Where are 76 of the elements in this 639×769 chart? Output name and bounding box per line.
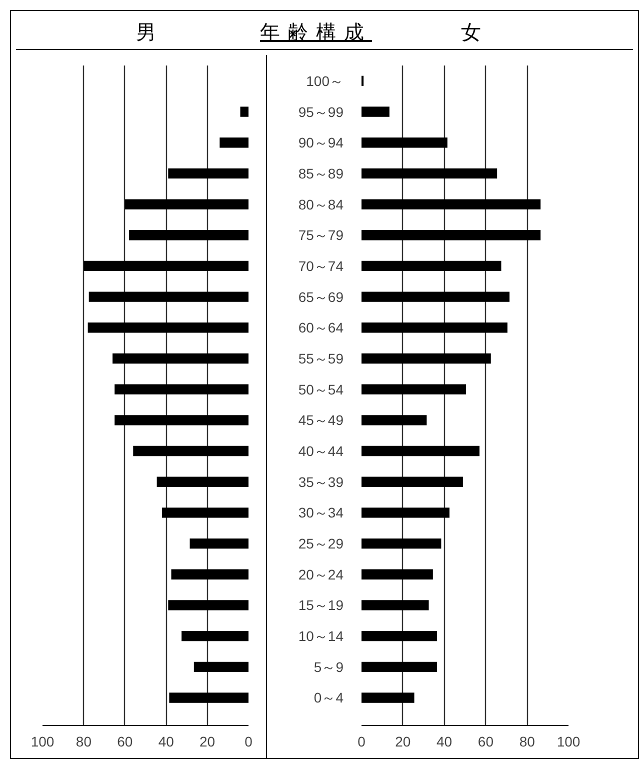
bar bbox=[362, 508, 450, 518]
bar bbox=[129, 230, 248, 240]
y-tick-label: 30～34 bbox=[298, 504, 344, 521]
y-tick-label: 90～94 bbox=[298, 134, 344, 151]
bar bbox=[362, 600, 429, 610]
bar bbox=[362, 199, 541, 210]
bar bbox=[112, 353, 248, 364]
bar bbox=[114, 384, 248, 394]
y-tick-label: 45～49 bbox=[298, 412, 344, 428]
y-tick-label: 65～69 bbox=[298, 288, 344, 305]
bar bbox=[362, 662, 438, 672]
bar bbox=[156, 476, 248, 487]
bar bbox=[88, 322, 248, 333]
y-tick-label: 25～29 bbox=[298, 536, 344, 552]
x-tick-label: 100 bbox=[30, 734, 54, 750]
bar bbox=[362, 168, 498, 179]
y-tick-label: 35～39 bbox=[298, 474, 344, 490]
bar bbox=[362, 538, 442, 549]
bar bbox=[362, 415, 427, 426]
bar bbox=[162, 508, 248, 518]
chart-title: 女 bbox=[461, 20, 481, 46]
y-tick-label: 55～59 bbox=[298, 350, 344, 366]
y-tick-label: 10～14 bbox=[298, 628, 344, 644]
x-tick-label: 20 bbox=[395, 734, 411, 750]
bar bbox=[114, 415, 248, 426]
bar bbox=[240, 106, 248, 117]
y-tick-label: 95～99 bbox=[298, 104, 344, 120]
bar bbox=[220, 138, 248, 148]
y-tick-label: 80～84 bbox=[298, 196, 344, 212]
y-tick-label: 50～54 bbox=[298, 381, 344, 398]
bar bbox=[362, 292, 510, 302]
y-tick-label: 40～44 bbox=[298, 443, 344, 460]
bar bbox=[84, 260, 248, 272]
bar bbox=[362, 230, 541, 240]
bar bbox=[182, 630, 248, 642]
x-tick-label: 60 bbox=[117, 734, 133, 750]
y-tick-label: 60～64 bbox=[298, 320, 344, 336]
text: 年齢構成 bbox=[260, 20, 372, 46]
y-tick-label: 20～24 bbox=[298, 566, 344, 582]
y-tick-label: 0～4 bbox=[314, 690, 344, 706]
bar bbox=[169, 692, 248, 703]
y-tick-label: 70～74 bbox=[298, 258, 344, 274]
bar bbox=[124, 199, 248, 210]
bar bbox=[362, 322, 508, 333]
y-tick-label: 100～ bbox=[306, 72, 344, 89]
y-tick-label: 75～79 bbox=[298, 227, 344, 244]
bar bbox=[194, 662, 248, 672]
y-tick-label: 5～9 bbox=[314, 658, 344, 675]
bar bbox=[362, 692, 414, 703]
x-tick-label: 20 bbox=[200, 734, 216, 750]
x-tick-label: 0 bbox=[244, 734, 253, 750]
bar bbox=[88, 292, 248, 302]
x-tick-label: 60 bbox=[478, 734, 494, 750]
bar bbox=[362, 476, 463, 487]
bar bbox=[168, 168, 248, 179]
bar bbox=[362, 138, 448, 148]
bar bbox=[362, 106, 390, 117]
bar bbox=[362, 569, 433, 580]
bar bbox=[362, 353, 491, 364]
bar bbox=[168, 600, 248, 610]
y-tick-label: 85～89 bbox=[298, 165, 344, 182]
bar bbox=[190, 538, 248, 549]
x-tick-label: 80 bbox=[76, 734, 92, 750]
x-tick-label: 0 bbox=[358, 734, 366, 750]
bar bbox=[362, 384, 466, 394]
chart-title: 男 bbox=[136, 20, 156, 46]
bar bbox=[171, 569, 248, 580]
y-tick-label: 15～19 bbox=[298, 597, 344, 614]
x-tick-label: 40 bbox=[158, 734, 174, 750]
bar bbox=[133, 446, 248, 456]
x-tick-label: 40 bbox=[436, 734, 452, 750]
bar bbox=[362, 446, 480, 456]
x-tick-label: 80 bbox=[519, 734, 536, 750]
bar bbox=[362, 630, 438, 642]
bar bbox=[362, 260, 502, 272]
x-tick-label: 100 bbox=[556, 734, 580, 750]
